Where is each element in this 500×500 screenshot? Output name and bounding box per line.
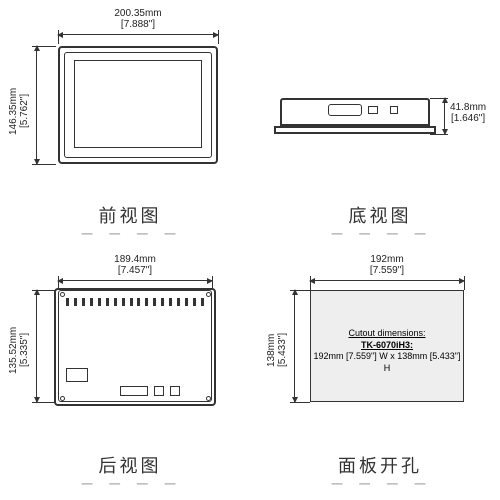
cooling-fins: [66, 298, 204, 306]
screw-icon: [206, 292, 211, 297]
dim-mm: 41.8mm: [450, 102, 486, 113]
cutout-panel: 192mm [7.559"] 138mm [5.433"] Cutout dim…: [260, 250, 500, 500]
cutout-width-dim: 192mm [7.559"]: [310, 254, 464, 276]
back-view-panel: 189.4mm [7.457"] 135.52mm [5.335"] 后视图 —…: [0, 250, 260, 500]
back-width-dim: 189.4mm [7.457"]: [58, 254, 212, 276]
cutout-model: TK-6070iH3:: [312, 340, 462, 352]
bottom-connector: [390, 106, 398, 114]
divider-dashes: — — — —: [260, 473, 500, 494]
back-label: [66, 368, 88, 382]
cutout-text-block: Cutout dimensions: TK-6070iH3: 192mm [7.…: [312, 328, 462, 375]
back-height-dim: 135.52mm [5.335"]: [8, 294, 30, 406]
bottom-serial-port: [328, 104, 362, 116]
front-height-arrow: [36, 46, 37, 164]
cutout-title: Cutout dimensions:: [312, 328, 462, 340]
ext-line: [218, 30, 219, 44]
front-screen: [74, 60, 202, 148]
divider-dashes: — — — —: [260, 223, 500, 244]
dim-in: [1.646"]: [450, 113, 486, 124]
screw-icon: [60, 292, 65, 297]
ext-line: [58, 30, 59, 44]
dim-in: [5.762"]: [19, 52, 30, 170]
dim-in: [5.335"]: [19, 294, 30, 406]
dim-mm: 189.4mm: [58, 254, 212, 265]
cutout-width-arrow: [310, 280, 464, 281]
front-height-dim: 146.35mm [5.762"]: [8, 52, 30, 170]
bottom-view-panel: 41.8mm [1.646"] 底视图 — — — —: [260, 0, 500, 250]
bottom-lip: [274, 126, 436, 134]
screw-icon: [206, 396, 211, 401]
ext-line: [310, 276, 311, 290]
ext-line: [464, 276, 465, 290]
ext-line: [32, 164, 56, 165]
front-width-arrow: [58, 34, 218, 35]
ext-line: [290, 402, 310, 403]
front-view-panel: 200.35mm [7.888"] 146.35mm [5.762"] 前视图 …: [0, 0, 260, 250]
cutout-height-arrow: [294, 290, 295, 402]
ext-line: [430, 134, 448, 135]
dim-mm: 146.35mm: [8, 52, 19, 170]
ext-line: [32, 402, 56, 403]
back-port: [154, 386, 164, 396]
bottom-height-dim: 41.8mm [1.646"]: [450, 102, 486, 124]
bottom-connector: [368, 106, 378, 114]
back-height-arrow: [36, 290, 37, 402]
dim-in: [7.559"]: [310, 265, 464, 276]
ext-line: [32, 290, 56, 291]
back-port: [120, 386, 148, 396]
divider-dashes: — — — —: [0, 473, 260, 494]
dim-in: [5.433"]: [277, 294, 288, 406]
ext-line: [290, 290, 310, 291]
dim-mm: 138mm: [266, 294, 277, 406]
screw-icon: [60, 396, 65, 401]
bottom-height-arrow: [444, 98, 445, 134]
dim-in: [7.888"]: [58, 19, 218, 30]
ext-line: [32, 46, 56, 47]
divider-dashes: — — — —: [0, 223, 260, 244]
ext-line: [430, 98, 448, 99]
dim-in: [7.457"]: [58, 265, 212, 276]
back-width-arrow: [58, 280, 212, 281]
dim-mm: 135.52mm: [8, 294, 19, 406]
front-width-dim: 200.35mm [7.888"]: [58, 8, 218, 30]
dim-mm: 192mm: [310, 254, 464, 265]
cutout-height-dim: 138mm [5.433"]: [266, 294, 288, 406]
dim-mm: 200.35mm: [58, 8, 218, 19]
cutout-spec: 192mm [7.559"] W x 138mm [5.433"] H: [312, 351, 462, 374]
back-port: [170, 386, 180, 396]
